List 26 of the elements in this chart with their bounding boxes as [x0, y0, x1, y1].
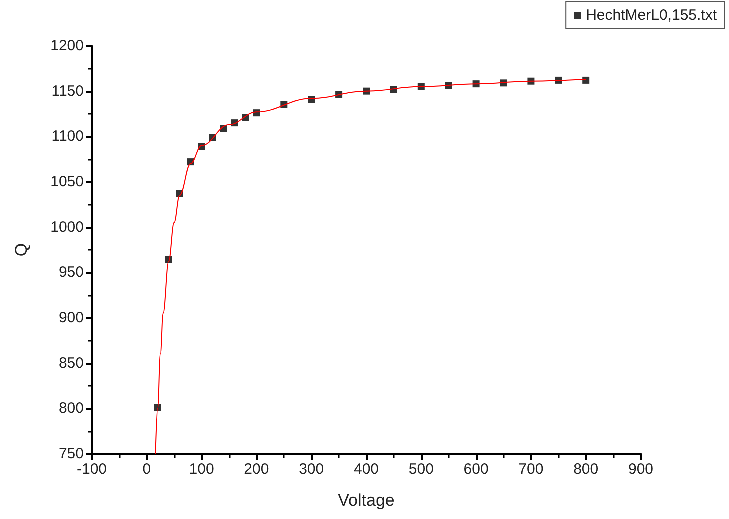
y-tick-label: 900: [58, 310, 84, 326]
y-tick-label: 950: [58, 264, 84, 282]
y-tick-label: 1100: [52, 128, 84, 146]
x-axis-title: Voltage: [338, 491, 395, 510]
x-tick-label: 400: [354, 461, 380, 478]
y-tick-label: 1200: [50, 38, 84, 54]
y-axis-title: Q: [12, 243, 31, 257]
legend-label: HechtMerL0,155.txt: [586, 7, 718, 24]
y-tick-label: 750: [58, 446, 84, 462]
x-tick-label: 800: [574, 461, 599, 478]
x-tick-label: 0: [142, 461, 152, 478]
x-tick-label: 600: [464, 461, 489, 478]
y-tick-label: 800: [58, 400, 84, 418]
y-tick-label: 1050: [50, 174, 84, 190]
point: [154, 404, 162, 412]
x-tick-label: 200: [244, 461, 270, 478]
point: [582, 76, 590, 84]
x-tick-label: 500: [408, 461, 434, 478]
x-tick-label: 300: [299, 461, 324, 478]
y-tick-label: 850: [58, 354, 84, 372]
x-tick-label: 100: [189, 461, 214, 478]
y-tick-label: 1000: [50, 218, 84, 236]
x-tick-label: 700: [518, 461, 544, 478]
x-tick-label: -100: [76, 461, 108, 478]
x-tick-label: 900: [628, 461, 654, 478]
y-tick-label: 1150: [52, 82, 84, 100]
